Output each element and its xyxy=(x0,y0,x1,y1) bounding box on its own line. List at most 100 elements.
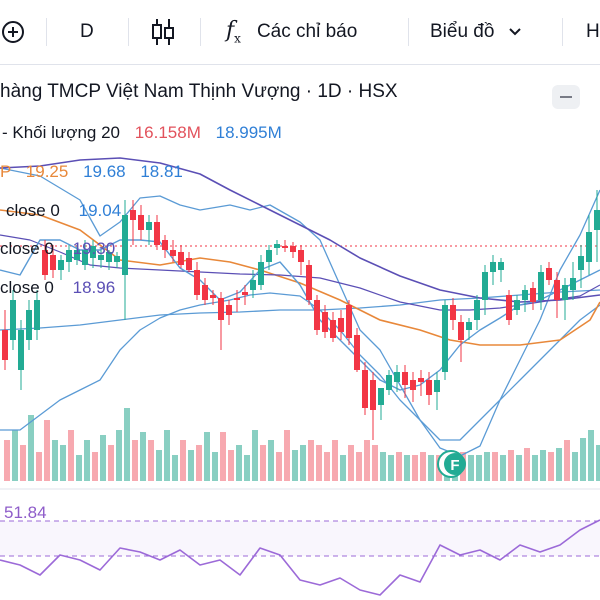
ma3-label: close 0 xyxy=(0,278,54,297)
candle-body xyxy=(42,250,48,275)
ma1-legend: close 0 19.04 xyxy=(6,201,121,221)
add-symbol-button[interactable] xyxy=(2,0,24,64)
candle-body xyxy=(458,322,464,340)
volume-bar xyxy=(300,445,306,481)
volume-bar xyxy=(364,440,370,481)
candle-body xyxy=(482,272,488,300)
rsi-line xyxy=(0,519,600,596)
ma2-value: 19.30 xyxy=(72,239,116,258)
price-chart: F xyxy=(0,157,600,596)
candle-body xyxy=(282,246,288,248)
volume-bar xyxy=(540,450,546,481)
candle-body xyxy=(362,370,368,408)
volume-bar xyxy=(36,452,42,481)
price-legend: P 19.25 19.68 18.81 xyxy=(0,162,183,181)
candle-body xyxy=(410,380,416,390)
candle-body xyxy=(210,295,216,298)
candle-body xyxy=(466,322,472,330)
candle-body xyxy=(346,305,352,338)
volume-bar xyxy=(428,455,434,481)
candle-body xyxy=(306,265,312,300)
volume-bar xyxy=(268,440,274,481)
candle-body xyxy=(10,300,16,340)
candle-body xyxy=(258,262,264,285)
rsi-background xyxy=(0,521,600,556)
volume-bar xyxy=(500,455,506,481)
volume-bar xyxy=(12,430,18,481)
candle-body xyxy=(122,215,128,275)
candle-body xyxy=(202,285,208,300)
volume-bar xyxy=(284,430,290,481)
volume-bar xyxy=(564,440,570,481)
symbol-title: hàng TMCP Việt Nam Thịnh Vượng · 1D · HS… xyxy=(0,81,398,102)
bollinger-basis xyxy=(0,289,600,331)
candle-body xyxy=(138,215,144,230)
chart-type-dropdown[interactable]: Biểu đồ xyxy=(430,0,522,64)
collapse-legend-button[interactable] xyxy=(552,85,580,109)
volume-bar xyxy=(324,452,330,481)
toolbar-overflow-item[interactable]: H xyxy=(586,21,600,42)
indicators-label: Các chỉ báo xyxy=(256,21,358,42)
volume-bar xyxy=(260,445,266,481)
volume-bar xyxy=(548,452,554,481)
top-toolbar: D fx Các chỉ báo Biểu đồ H xyxy=(0,0,600,65)
candle-body xyxy=(274,244,280,248)
candle-body xyxy=(506,295,512,320)
candle-body xyxy=(162,240,168,250)
candle-body xyxy=(154,222,160,245)
candle-body xyxy=(98,255,104,260)
volume-bar xyxy=(220,432,226,481)
price-open: 19.25 xyxy=(25,162,69,181)
interval-button[interactable]: D xyxy=(80,21,94,42)
volume-bar xyxy=(68,430,74,481)
volume-bar xyxy=(84,440,90,481)
candle-body xyxy=(586,232,592,262)
volume-bar xyxy=(132,440,138,481)
candle-body xyxy=(130,210,136,220)
chevron-down-icon xyxy=(509,28,522,36)
toolbar-divider xyxy=(46,18,47,46)
candle-body xyxy=(330,320,336,338)
candle-body xyxy=(546,268,552,280)
volume-label: - Khối lượng 20 xyxy=(2,123,120,142)
f-event-label: F xyxy=(450,457,459,474)
candle-body xyxy=(538,272,544,300)
candle-body xyxy=(554,280,560,300)
toolbar-divider xyxy=(200,18,201,46)
volume-ma-value: 18.995M xyxy=(215,123,282,142)
volume-bar xyxy=(388,455,394,481)
candlestick-icon xyxy=(152,19,174,45)
volume-bar xyxy=(292,450,298,481)
chart-style-button[interactable] xyxy=(150,0,176,64)
price-low: 18.81 xyxy=(140,162,183,181)
toolbar-divider xyxy=(562,18,563,46)
indicators-button[interactable]: fx Các chỉ báo xyxy=(226,0,357,64)
volume-bar xyxy=(396,452,402,481)
candle-body xyxy=(298,250,304,262)
volume-bar xyxy=(116,430,122,481)
ma1-value: 19.04 xyxy=(78,201,122,220)
candle-body xyxy=(82,250,88,265)
volume-bar xyxy=(4,440,10,481)
candle-body xyxy=(378,388,384,405)
volume-bar xyxy=(188,450,194,481)
volume-bar xyxy=(508,450,514,481)
moving-average-orange xyxy=(0,209,600,346)
candle-body xyxy=(522,290,528,300)
candle-body xyxy=(338,318,344,332)
candle-body xyxy=(2,330,8,360)
candle-body xyxy=(114,256,120,262)
volume-bar xyxy=(276,452,282,481)
candle-body xyxy=(74,250,80,260)
candle-body xyxy=(570,278,576,290)
volume-bar xyxy=(20,445,26,481)
candle-body xyxy=(250,280,256,290)
candle-body xyxy=(106,252,112,262)
volume-bar xyxy=(164,430,170,481)
volume-bar xyxy=(124,408,130,481)
chart-area[interactable]: F hàng TMCP Việt Nam Thịnh Vượng · 1D · … xyxy=(0,65,600,600)
volume-bar xyxy=(244,455,250,481)
volume-bar xyxy=(332,440,338,481)
volume-bar xyxy=(516,455,522,481)
volume-bar xyxy=(148,440,154,481)
